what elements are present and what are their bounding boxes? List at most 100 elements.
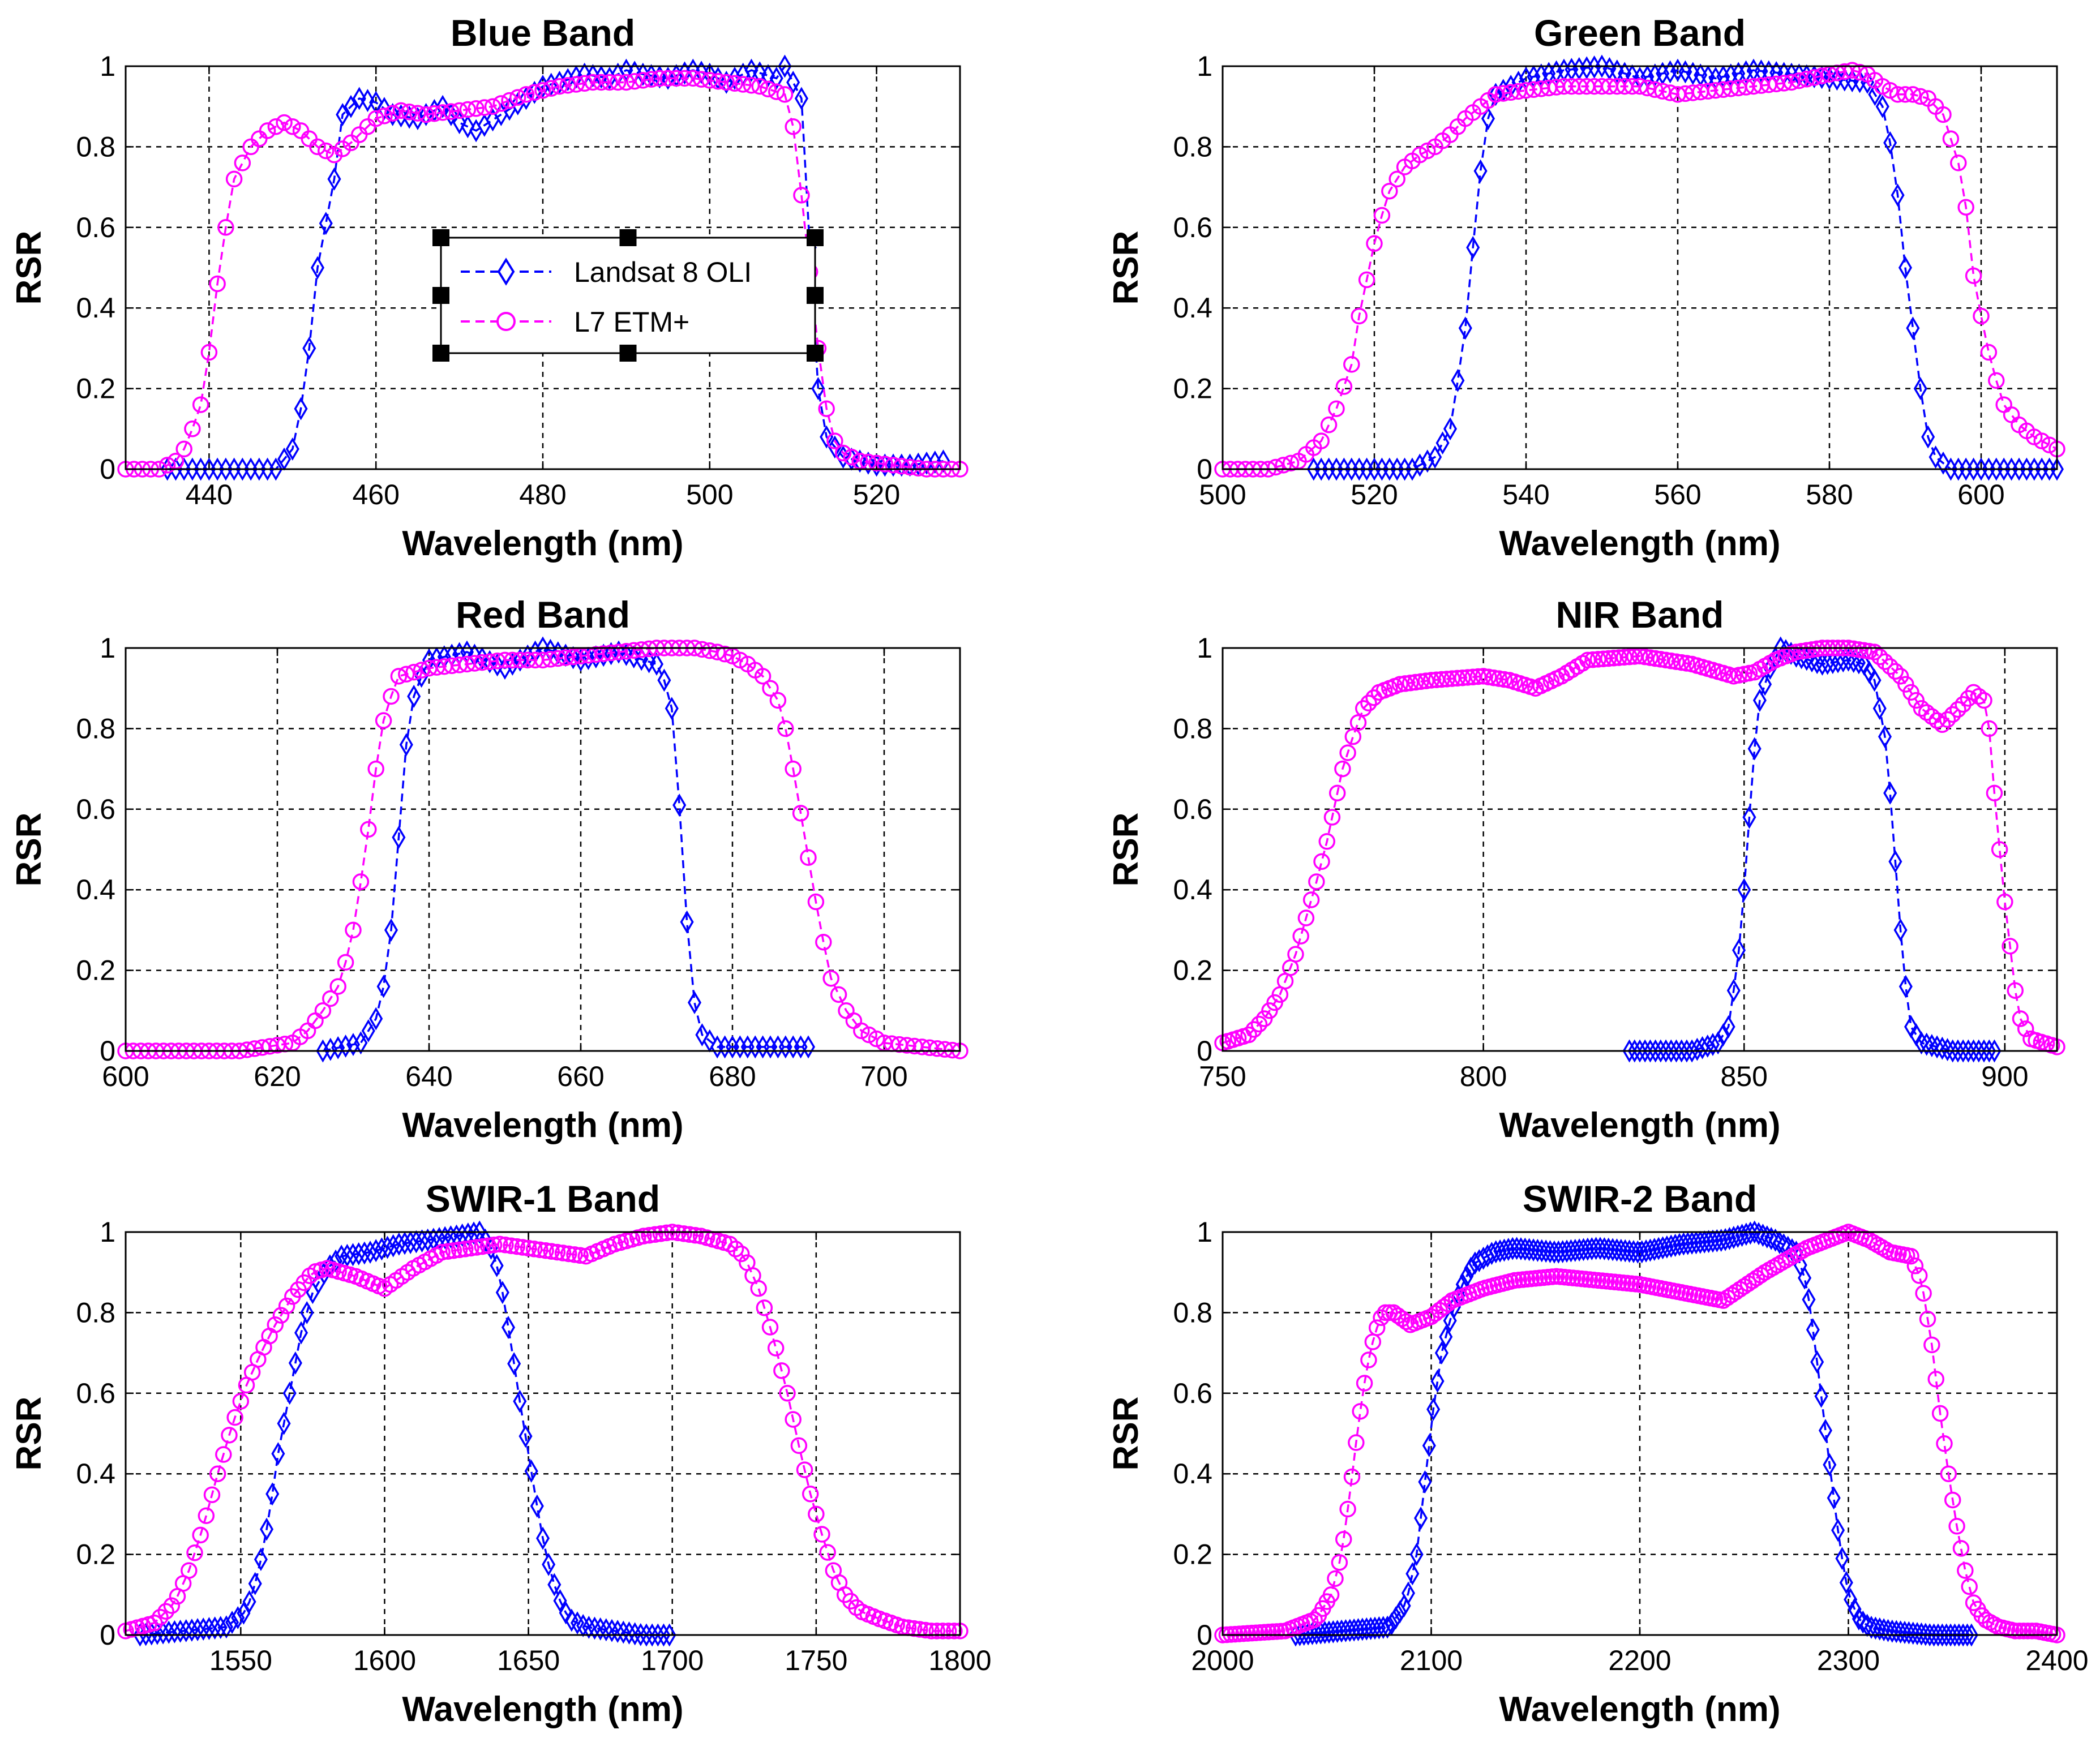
data-point-diamond [1434, 1341, 1448, 1365]
data-point-circle [1377, 1304, 1394, 1321]
data-point-circle [893, 457, 910, 475]
data-point-circle [1368, 1319, 1386, 1336]
resize-handle[interactable] [432, 229, 449, 246]
data-point-diamond [1820, 651, 1835, 675]
data-point-diamond [1405, 1562, 1420, 1586]
data-point-circle [1348, 1434, 1365, 1451]
data-point-diamond [392, 826, 406, 849]
data-point-diamond [811, 377, 825, 401]
data-point-circle [693, 71, 710, 88]
data-point-circle [651, 70, 668, 87]
data-point-diamond [397, 1231, 412, 1255]
data-point-diamond [248, 1572, 262, 1595]
data-point-circle [646, 1226, 663, 1243]
data-point-diamond [1758, 672, 1772, 696]
data-point-circle [718, 74, 735, 91]
data-point-circle [1986, 784, 2003, 802]
data-point-circle [405, 663, 422, 681]
chart-panel-blue: 440 460 480 500 520 0 0.2 0.4 0.6 0.8 1 Blue Band Wa… [10, 12, 968, 563]
data-point-diamond [1913, 377, 1927, 401]
data-point-circle [186, 1544, 203, 1561]
data-point-diamond [344, 95, 358, 118]
data-point-circle [1282, 454, 1300, 472]
data-point-diamond [1898, 256, 1913, 280]
resize-handle[interactable] [619, 229, 637, 246]
data-point-diamond [1742, 805, 1756, 829]
data-point-circle [1308, 873, 1325, 890]
data-point-circle [751, 78, 768, 95]
data-point-diamond [530, 1494, 544, 1518]
data-point-circle [618, 74, 635, 91]
y-tick-label: 0.8 [1173, 1297, 1212, 1328]
data-point-circle [1352, 1403, 1369, 1420]
plot-frame [125, 65, 961, 470]
data-point-diamond [346, 1243, 360, 1267]
data-point-circle [1417, 672, 1435, 689]
data-point-circle [796, 1461, 813, 1478]
data-point-circle [1668, 653, 1685, 670]
data-point-circle [1904, 86, 1922, 103]
legend[interactable]: Landsat 8 OLI L7 ETM+ [432, 229, 824, 362]
resize-handle[interactable] [807, 287, 824, 304]
resize-handle[interactable] [807, 345, 824, 362]
legend-circle-marker [496, 312, 516, 331]
data-point-diamond [1514, 1237, 1528, 1261]
data-point-diamond [761, 64, 775, 88]
data-point-diamond [1622, 1239, 1636, 1263]
data-point-circle [1360, 694, 1377, 712]
resize-handle[interactable] [432, 287, 449, 304]
data-point-diamond [1906, 1621, 1920, 1645]
legend-selection-handles[interactable] [432, 229, 824, 362]
x-tick-label: 2400 [2025, 1645, 2088, 1676]
data-point-diamond [1810, 651, 1824, 675]
y-tick-label: 1 [1197, 1216, 1212, 1248]
resize-handle[interactable] [807, 229, 824, 246]
resize-handle[interactable] [432, 345, 449, 362]
data-point-diamond [1856, 1610, 1870, 1634]
series-etm [1214, 640, 2065, 1055]
data-point-circle [181, 1562, 198, 1579]
data-point-diamond [173, 1619, 187, 1643]
data-point-circle [2002, 938, 2018, 955]
data-point-diamond [1610, 59, 1624, 83]
data-point-diamond [559, 1601, 573, 1625]
data-point-circle [735, 76, 752, 93]
data-point-circle [792, 805, 809, 822]
data-point-circle [175, 440, 192, 458]
data-point-circle [1876, 653, 1893, 670]
data-point-diamond [828, 435, 842, 459]
data-point-diamond [1918, 1623, 1932, 1646]
data-point-diamond [627, 645, 641, 669]
data-point-diamond [461, 1222, 475, 1246]
x-axis-label: Wavelength (nm) [402, 524, 683, 563]
data-point-diamond [769, 66, 783, 90]
x-axis-label: Wavelength (nm) [402, 1106, 683, 1145]
data-point-diamond [380, 1235, 395, 1259]
data-point-circle [192, 396, 209, 413]
data-point-circle [360, 821, 377, 838]
data-point-diamond [1664, 1039, 1678, 1063]
data-point-circle [572, 1247, 589, 1264]
data-point-diamond [1460, 1264, 1474, 1288]
series-oli [1622, 636, 2002, 1063]
data-point-diamond [404, 1231, 418, 1254]
y-tick-label: 0.4 [1173, 1458, 1212, 1490]
data-point-diamond [1614, 1238, 1628, 1262]
data-point-diamond [1527, 1238, 1541, 1262]
data-point-circle [367, 110, 384, 127]
data-point-circle [1349, 714, 1367, 731]
data-point-diamond [657, 1623, 671, 1647]
data-point-diamond [1737, 878, 1751, 902]
data-point-circle [476, 99, 493, 116]
x-tick-label: 600 [102, 1061, 149, 1092]
data-point-diamond [384, 918, 398, 942]
data-point-diamond [695, 61, 709, 84]
y-tick-label: 0.2 [76, 373, 115, 405]
resize-handle[interactable] [619, 345, 637, 362]
data-point-diamond [242, 1590, 256, 1613]
data-point-diamond [1925, 1034, 1939, 1057]
data-point-circle [367, 760, 384, 778]
data-point-circle [762, 680, 779, 697]
data-point-diamond [421, 1228, 435, 1252]
x-tick-label: 750 [1199, 1061, 1246, 1092]
